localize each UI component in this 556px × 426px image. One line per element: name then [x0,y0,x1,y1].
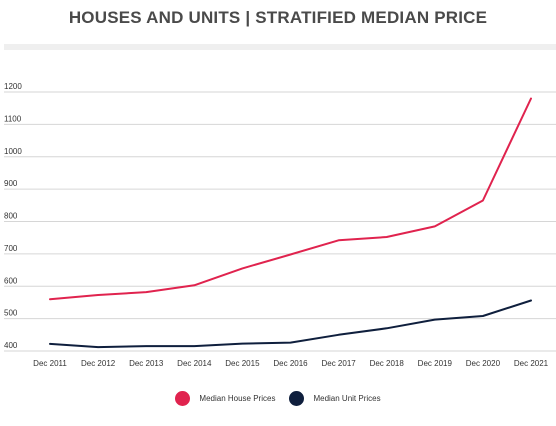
unit-data-point [144,344,148,348]
x-tick-label: Dec 2012 [81,359,116,368]
house-data-point [144,290,148,294]
unit-data-point [240,342,244,346]
y-axis-ticks: 400 500 600 700 800 900 1000 1100 1200 [4,82,22,350]
house-data-point [48,297,52,301]
house-data-point [240,266,244,270]
house-data-point [481,198,485,202]
y-tick-label: 400 [4,341,18,350]
unit-data-point [385,326,389,330]
unit-data-point [433,318,437,322]
house-data-point [337,238,341,242]
y-tick-label: 600 [4,276,18,285]
legend: Median House Prices Median Unit Prices [0,391,556,406]
series-line-unit [49,299,532,349]
legend-marker-house [175,391,191,406]
title-divider [4,44,556,50]
unit-data-point [48,342,52,346]
y-tick-label: 700 [4,244,18,253]
y-tick-label: 500 [4,309,18,318]
y-tick-label: 800 [4,212,18,221]
house-data-point [192,283,196,287]
series-line-house [49,97,532,301]
y-tick-label: 1200 [4,82,22,91]
x-tick-label: Dec 2021 [514,359,549,368]
house-data-point [529,96,533,100]
house-data-point [289,253,293,257]
x-tick-label: Dec 2011 [33,359,67,368]
x-tick-label: Dec 2013 [129,359,164,368]
house-data-point [433,224,437,228]
legend-label-house: Median House Prices [199,394,276,403]
legend-item-unit[interactable]: Median Unit Prices [289,391,381,406]
legend-item-house[interactable]: Median House Prices [175,391,275,406]
unit-data-point [96,345,100,349]
x-tick-label: Dec 2018 [370,359,405,368]
unit-data-point [529,298,533,302]
x-tick-label: Dec 2019 [418,359,453,368]
unit-data-point [192,344,196,348]
legend-marker-unit [289,391,305,406]
legend-label-unit: Median Unit Prices [313,394,381,403]
house-data-point [385,235,389,239]
y-tick-label: 900 [4,179,18,188]
x-tick-label: Dec 2017 [321,359,356,368]
x-tick-label: Dec 2016 [273,359,308,368]
x-tick-label: Dec 2014 [177,359,212,368]
y-tick-label: 1100 [4,114,22,123]
unit-data-point [289,341,293,345]
grid-lines [4,91,556,352]
unit-data-point [337,333,341,337]
unit-data-point [481,314,485,318]
x-axis-ticks: Dec 2011 Dec 2012 Dec 2013 Dec 2014 Dec 2015… [33,359,549,368]
series-lines [48,96,533,349]
x-tick-label: Dec 2015 [225,359,260,368]
chart-title: HOUSES AND UNITS | STRATIFIED MEDIAN PRI… [68,8,488,27]
house-data-point [96,293,100,297]
x-tick-label: Dec 2020 [466,359,501,368]
y-tick-label: 1000 [4,147,22,156]
